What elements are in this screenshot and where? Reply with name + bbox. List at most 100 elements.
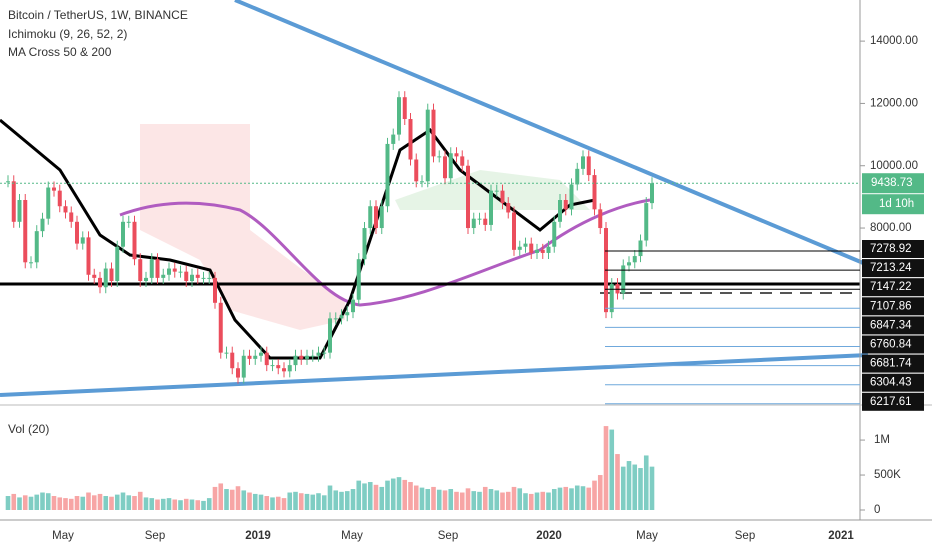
candle — [80, 237, 85, 244]
candle — [512, 212, 516, 250]
price-label-badge — [862, 373, 924, 392]
volume-bar — [51, 496, 57, 510]
volume-bar — [224, 489, 229, 510]
candle — [178, 271, 183, 273]
candle — [34, 231, 39, 263]
volume-bar — [166, 498, 172, 510]
candle — [11, 181, 16, 222]
volume-bar — [408, 482, 413, 510]
indicator-label: MA Cross 50 & 200 — [8, 45, 112, 59]
candle — [466, 165, 470, 229]
volume-bar — [270, 497, 275, 510]
trend-line — [234, 0, 869, 267]
y-tick-label: 14000.00 — [870, 35, 918, 47]
volume-bar — [327, 485, 333, 510]
volume-bar — [471, 491, 477, 510]
candle — [385, 143, 390, 207]
volume-bar — [597, 475, 603, 510]
candle — [172, 268, 177, 272]
candle — [230, 352, 235, 369]
candle — [155, 259, 160, 278]
candle — [201, 277, 206, 279]
candle — [253, 355, 258, 359]
candle — [46, 187, 51, 219]
volume-bar — [425, 489, 431, 510]
price-label-badge — [862, 278, 924, 297]
candle — [443, 156, 447, 179]
volume-bar — [252, 493, 258, 510]
volume-bar — [103, 496, 109, 510]
volume-bar — [109, 496, 114, 510]
candle — [333, 318, 338, 320]
countdown-label: 1d 10h — [879, 198, 914, 210]
candle — [29, 262, 33, 264]
price-label: 7147.22 — [870, 281, 912, 293]
volume-bar — [74, 496, 80, 510]
volume-bar — [390, 478, 396, 510]
candle — [184, 271, 189, 281]
candle — [420, 181, 424, 183]
volume-bar — [511, 486, 517, 510]
candle — [494, 190, 499, 192]
volume-bar — [379, 486, 385, 510]
price-label-badge — [862, 354, 924, 373]
volume-bar — [540, 491, 546, 510]
candle — [592, 175, 597, 210]
volume-bar — [247, 492, 252, 510]
candle — [523, 243, 528, 247]
candle — [598, 209, 603, 229]
volume-bar — [333, 490, 339, 510]
volume-bar — [40, 492, 45, 510]
x-tick-label: May — [52, 530, 74, 542]
candle — [264, 352, 269, 366]
volume-bar — [517, 488, 523, 510]
candle — [23, 200, 28, 263]
volume-bar — [528, 493, 534, 510]
price-label-badge — [862, 392, 924, 411]
candle — [322, 352, 327, 354]
volume-bar — [592, 480, 597, 510]
volume-bar — [569, 488, 574, 510]
volume-bar — [160, 498, 166, 510]
candle — [454, 153, 459, 157]
volume-bar — [465, 488, 471, 510]
indicator-label: Ichimoku (9, 26, 52, 2) — [8, 27, 127, 41]
candle — [167, 268, 171, 275]
candle — [149, 259, 154, 278]
volume-bar — [241, 490, 247, 510]
volume-bar — [350, 489, 356, 510]
x-tick-label: 2020 — [536, 530, 562, 542]
countdown-badge — [862, 194, 924, 215]
candle — [6, 181, 10, 183]
volume-bar — [546, 492, 551, 510]
candle — [460, 156, 465, 166]
chart-title: Bitcoin / TetherUS, 1W, BINANCE — [8, 8, 188, 22]
volume-bar — [563, 486, 569, 510]
x-tick-label: 2019 — [245, 530, 271, 542]
volume-bar — [620, 466, 626, 510]
candle — [109, 268, 114, 281]
volume-bar — [172, 499, 178, 510]
volume-bar — [183, 498, 189, 510]
candle — [115, 246, 120, 281]
candle — [477, 218, 482, 220]
volume-bar — [155, 499, 160, 510]
price-label-badge — [862, 297, 924, 316]
volume-bar — [557, 487, 563, 510]
volume-bar — [80, 496, 86, 510]
candle — [132, 221, 137, 260]
candle — [362, 228, 367, 260]
candle — [236, 368, 240, 378]
candle — [650, 183, 654, 204]
volume-bar — [488, 489, 494, 510]
volume-bar — [298, 493, 304, 510]
candle — [351, 299, 355, 313]
volume-bar — [310, 494, 316, 510]
volume-bar — [431, 486, 436, 510]
volume-bar — [22, 495, 28, 510]
candle — [489, 190, 493, 225]
candle — [563, 200, 568, 210]
candle — [98, 277, 102, 288]
volume-bar — [574, 485, 580, 510]
